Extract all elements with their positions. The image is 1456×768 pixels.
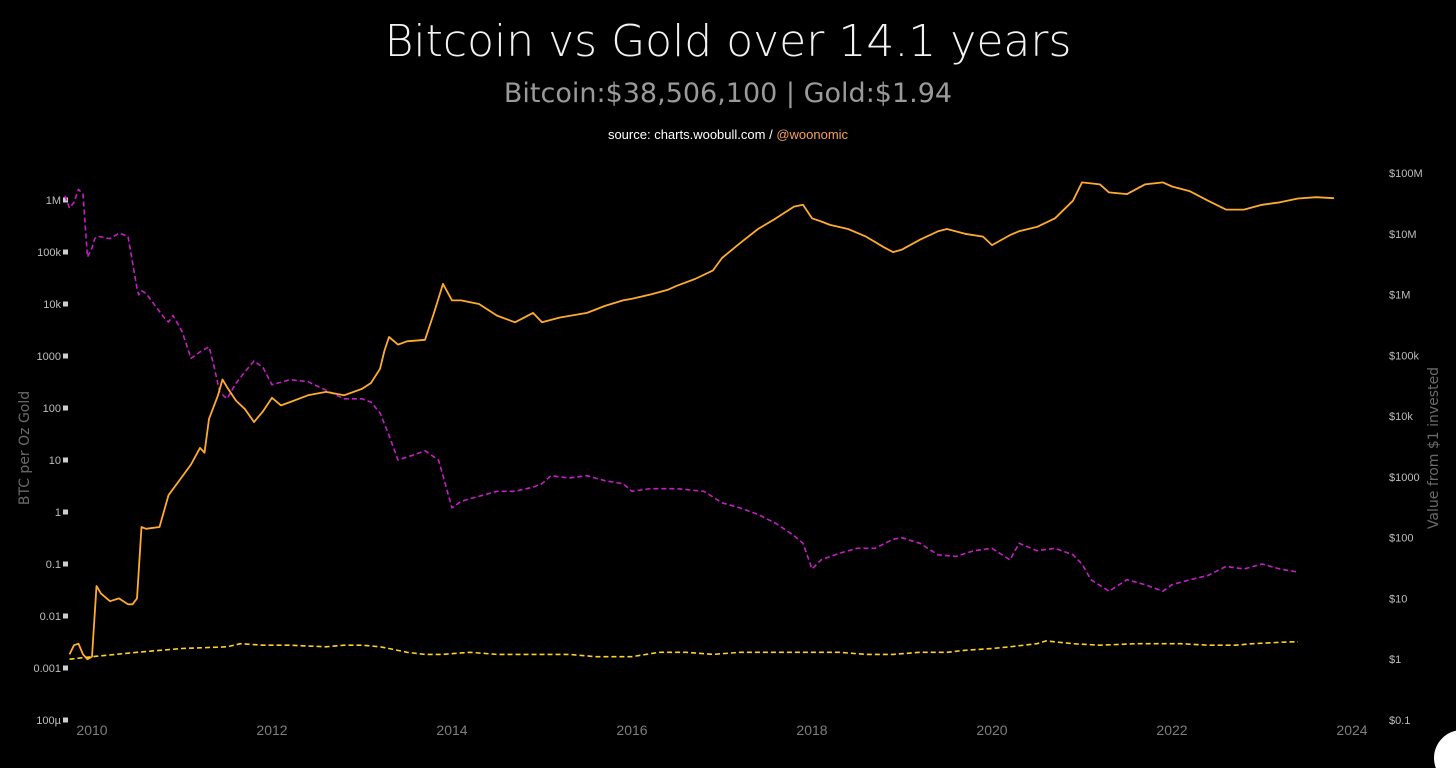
x-tick-label: 2018 (796, 722, 827, 738)
series-layer (64, 181, 1335, 661)
left-tick-label: 100 (43, 403, 61, 415)
left-tick-marker (63, 509, 68, 515)
right-axis-label: Value from $1 invested (1426, 367, 1442, 529)
right-tick-label: $1000 (1389, 472, 1420, 484)
right-axis-ticks: $0.1 $1 $10 $100 $1000 $10k $100k $1M $10M $100M (1389, 168, 1423, 727)
left-tick-label: 0.01 (40, 611, 61, 623)
chart-title: Bitcoin vs Gold over 14.1 years (384, 16, 1072, 67)
left-tick-label: 0.001 (33, 663, 61, 675)
x-axis-ticks: 2010 2012 2014 2016 2018 2020 2022 2024 (76, 722, 1367, 738)
left-axis-ticks: 100µ 0.001 0.01 0.1 1 10 100 1000 10k 100k 1M (33, 195, 68, 727)
right-tick-label: $1M (1389, 290, 1410, 302)
x-tick-label: 2014 (436, 722, 467, 738)
right-tick-label: $100M (1389, 168, 1423, 180)
left-tick-label: 100k (37, 247, 61, 259)
right-tick-label: $1 (1389, 654, 1401, 666)
left-tick-label: 1000 (37, 351, 61, 363)
corner-circle (1434, 730, 1456, 768)
left-tick-marker (63, 405, 68, 411)
right-tick-label: $100k (1389, 350, 1419, 362)
series-line-1 (68, 181, 1335, 661)
left-tick-label: 1M (46, 195, 61, 207)
series-line-0 (64, 188, 1299, 592)
right-tick-label: $0.1 (1389, 715, 1410, 727)
right-tick-label: $10M (1389, 229, 1417, 241)
chart-subtitle: Bitcoin:$38,506,100 | Gold:$1.94 (503, 78, 953, 109)
left-tick-marker (63, 613, 68, 619)
source-handle-link[interactable]: @woonomic (776, 127, 849, 142)
source-credit: source: charts.woobull.com / @woonomic (0, 127, 1456, 142)
x-tick-label: 2024 (1336, 722, 1367, 738)
left-tick-label: 0.1 (46, 559, 61, 571)
left-tick-label: 10 (49, 455, 61, 467)
left-tick-marker (63, 197, 68, 203)
x-tick-label: 2016 (616, 722, 647, 738)
left-axis-label: BTC per Oz Gold (17, 391, 33, 505)
left-tick-marker (63, 717, 68, 723)
right-tick-label: $100 (1389, 533, 1413, 545)
x-tick-label: 2010 (76, 722, 107, 738)
left-tick-marker (63, 353, 68, 359)
left-tick-marker (63, 301, 68, 307)
left-tick-label: 100µ (36, 715, 61, 727)
left-tick-label: 10k (43, 299, 61, 311)
right-tick-label: $10k (1389, 411, 1413, 423)
x-tick-label: 2022 (1156, 722, 1187, 738)
left-tick-marker (63, 665, 68, 671)
x-tick-label: 2020 (976, 722, 1007, 738)
left-tick-marker (63, 561, 68, 567)
left-tick-marker (63, 249, 68, 255)
series-line-2 (69, 640, 1299, 660)
source-text: source: charts.woobull.com / (607, 127, 777, 142)
left-tick-label: 1 (55, 507, 61, 519)
left-tick-marker (63, 457, 68, 463)
right-tick-label: $10 (1389, 593, 1407, 605)
x-tick-label: 2012 (256, 722, 287, 738)
